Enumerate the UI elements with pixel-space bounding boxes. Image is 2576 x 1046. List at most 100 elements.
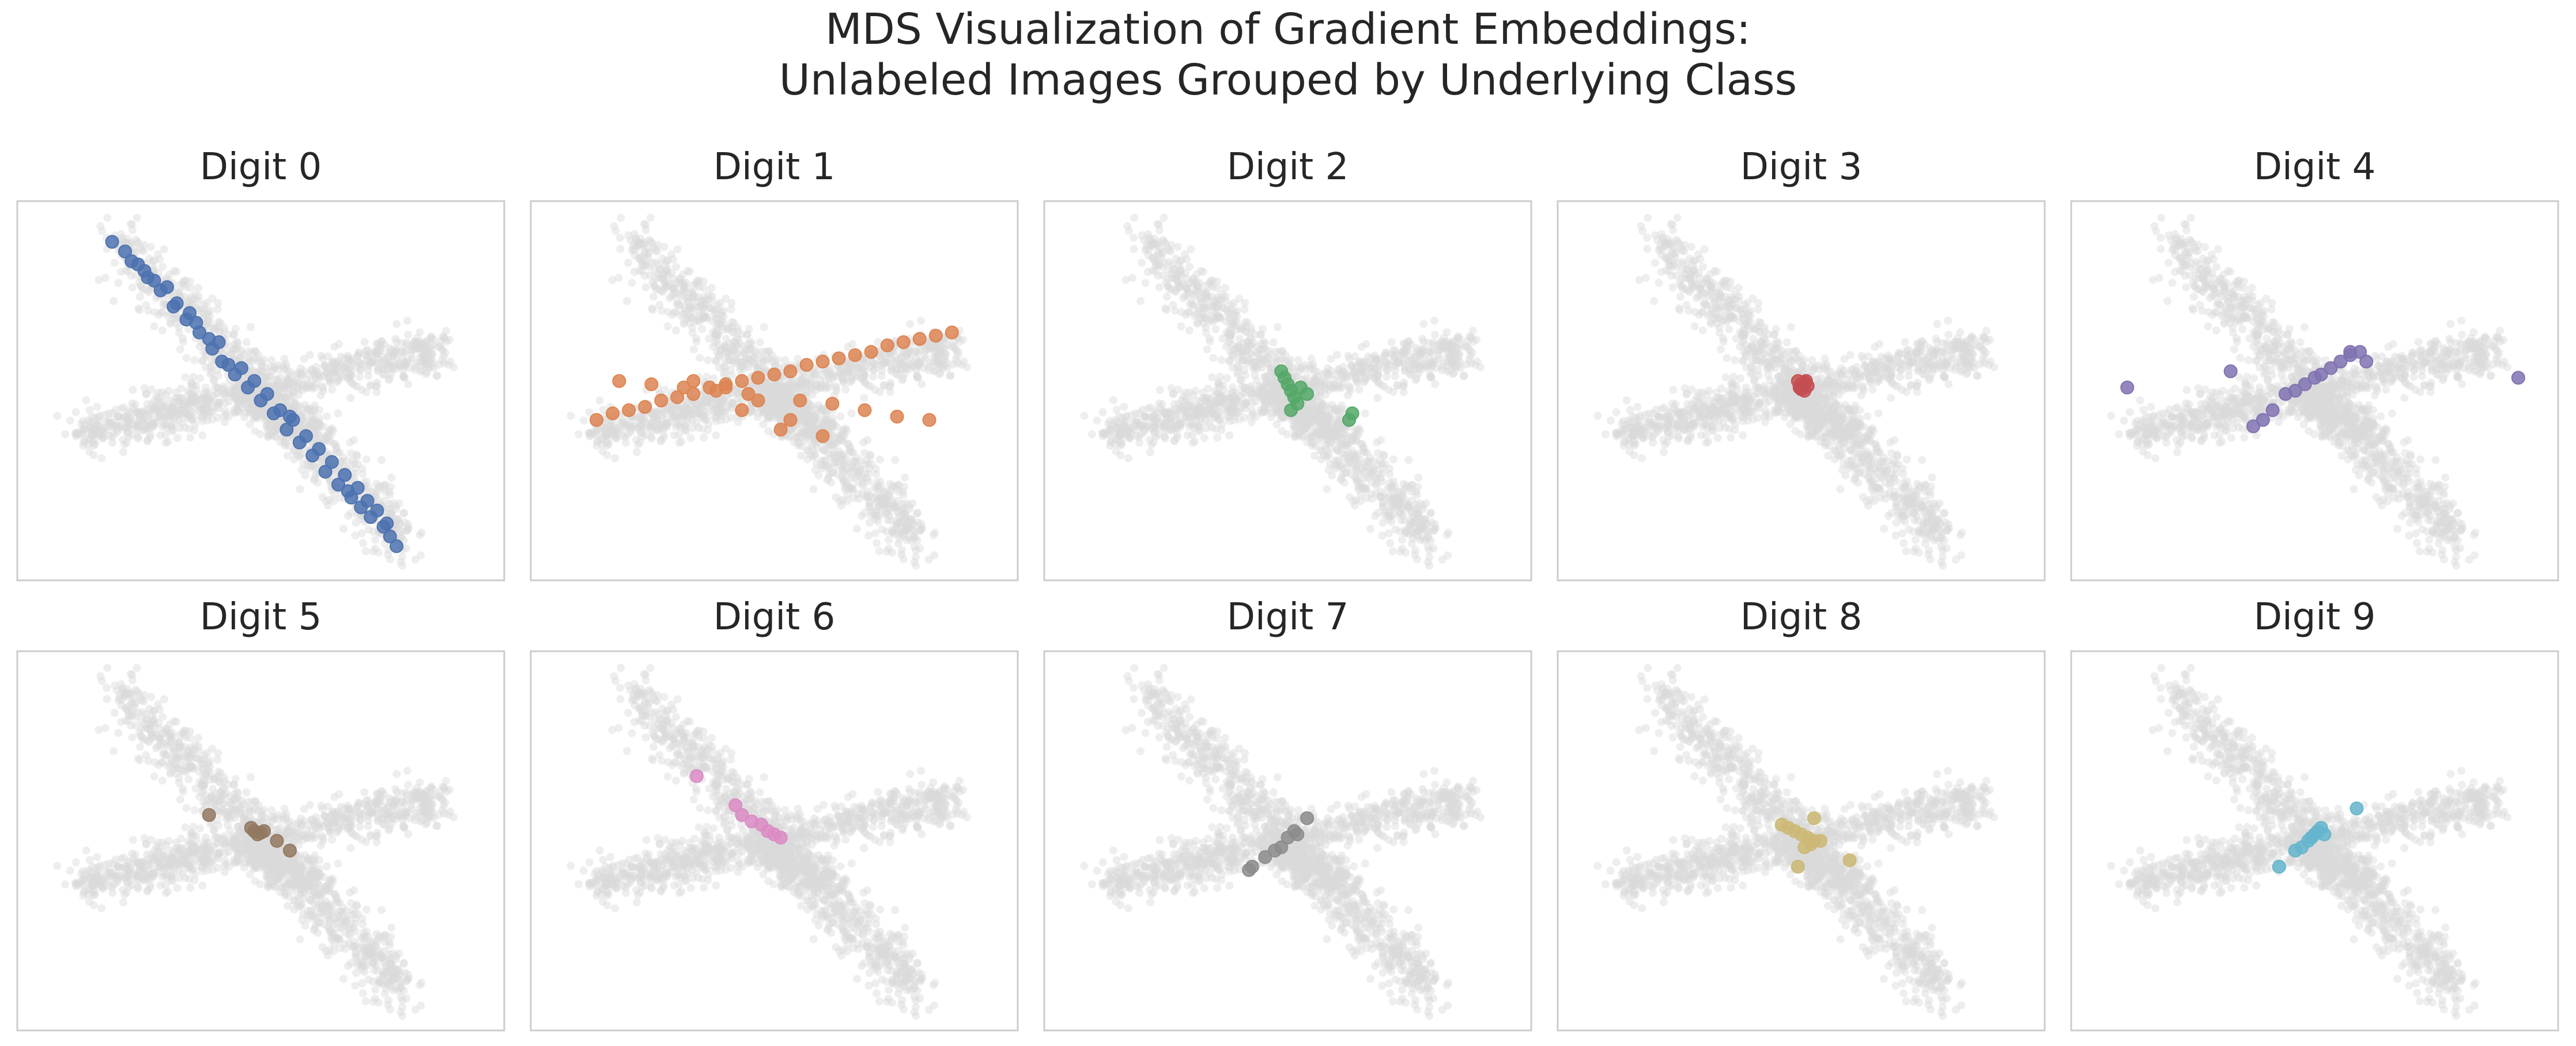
background-point <box>274 361 282 369</box>
background-point <box>340 354 348 362</box>
data-point <box>361 494 374 507</box>
background-point <box>683 419 692 427</box>
background-point <box>720 370 728 378</box>
background-point <box>654 420 662 428</box>
background-point <box>184 411 192 419</box>
background-point <box>298 405 306 413</box>
data-point <box>161 281 173 293</box>
background-point <box>221 406 229 414</box>
background-point <box>672 326 680 334</box>
background-point <box>313 431 322 439</box>
background-point <box>149 416 157 424</box>
background-point <box>722 294 730 303</box>
background-point <box>854 478 862 486</box>
background-point <box>916 544 924 552</box>
data-point <box>606 407 619 420</box>
background-point <box>1239 356 1247 364</box>
background-point <box>893 508 901 516</box>
background-point <box>847 467 855 475</box>
background-point <box>1398 545 1406 553</box>
background-point <box>189 373 197 381</box>
background-point <box>901 474 909 482</box>
background-point <box>1177 322 1185 330</box>
background-point <box>1237 326 1245 334</box>
background-point <box>608 276 616 284</box>
background-point <box>921 352 929 360</box>
background-point <box>766 382 775 390</box>
background-point <box>912 365 920 373</box>
background-point <box>1444 552 1452 560</box>
background-point <box>326 437 334 445</box>
background-point <box>700 313 708 321</box>
background-point <box>298 466 306 474</box>
background-point <box>946 372 954 380</box>
background-point <box>365 526 373 534</box>
background-point <box>133 214 141 222</box>
data-point <box>865 346 878 358</box>
background-point <box>566 411 575 420</box>
background-point <box>679 278 687 286</box>
background-point <box>440 352 448 360</box>
background-point <box>1218 356 1226 364</box>
background-point <box>362 547 370 556</box>
background-point <box>1270 338 1278 346</box>
data-point <box>768 368 781 381</box>
background-point <box>1431 524 1440 533</box>
background-point <box>117 405 125 413</box>
data-point <box>284 410 296 423</box>
background-point <box>72 408 80 416</box>
background-point <box>812 382 820 390</box>
data-point <box>312 443 325 455</box>
background-point <box>575 431 583 439</box>
background-point <box>176 345 184 353</box>
background-point <box>891 456 899 464</box>
data-point <box>735 404 748 417</box>
data-point <box>817 355 829 368</box>
background-point <box>942 351 950 359</box>
background-point <box>895 528 903 537</box>
background-point <box>696 354 704 362</box>
background-point <box>840 461 848 469</box>
background-point <box>371 545 379 553</box>
background-point <box>373 379 381 387</box>
background-point <box>86 406 94 414</box>
background-point <box>115 279 123 287</box>
background-point <box>201 301 209 309</box>
background-point <box>959 336 967 344</box>
background-point <box>124 422 132 430</box>
background-point <box>1186 300 1194 308</box>
background-point <box>331 367 339 375</box>
background-point <box>324 501 332 509</box>
background-point <box>828 438 836 446</box>
background-point <box>353 352 361 360</box>
background-point <box>1384 484 1392 492</box>
background-point <box>580 417 588 425</box>
background-point <box>717 345 726 353</box>
background-point <box>442 327 450 335</box>
background-point <box>397 531 405 539</box>
background-point <box>166 270 174 278</box>
background-point <box>727 305 735 314</box>
background-point <box>124 407 133 415</box>
background-point <box>105 416 114 424</box>
background-point <box>828 450 836 458</box>
background-point <box>927 343 935 352</box>
background-point <box>662 416 670 424</box>
background-point <box>161 421 169 429</box>
background-point <box>80 438 88 446</box>
background-point <box>96 411 104 420</box>
background-point <box>647 237 655 246</box>
background-point <box>840 425 848 433</box>
background-point <box>129 284 137 292</box>
data-point <box>138 265 151 277</box>
background-point <box>1247 324 1255 332</box>
background-point <box>876 498 884 506</box>
background-point <box>1366 525 1374 533</box>
background-point <box>593 438 601 446</box>
background-point <box>386 556 394 564</box>
background-point <box>404 380 412 388</box>
data-point <box>380 517 393 530</box>
data-point <box>645 378 658 391</box>
background-point <box>717 311 725 319</box>
background-point <box>128 221 136 229</box>
